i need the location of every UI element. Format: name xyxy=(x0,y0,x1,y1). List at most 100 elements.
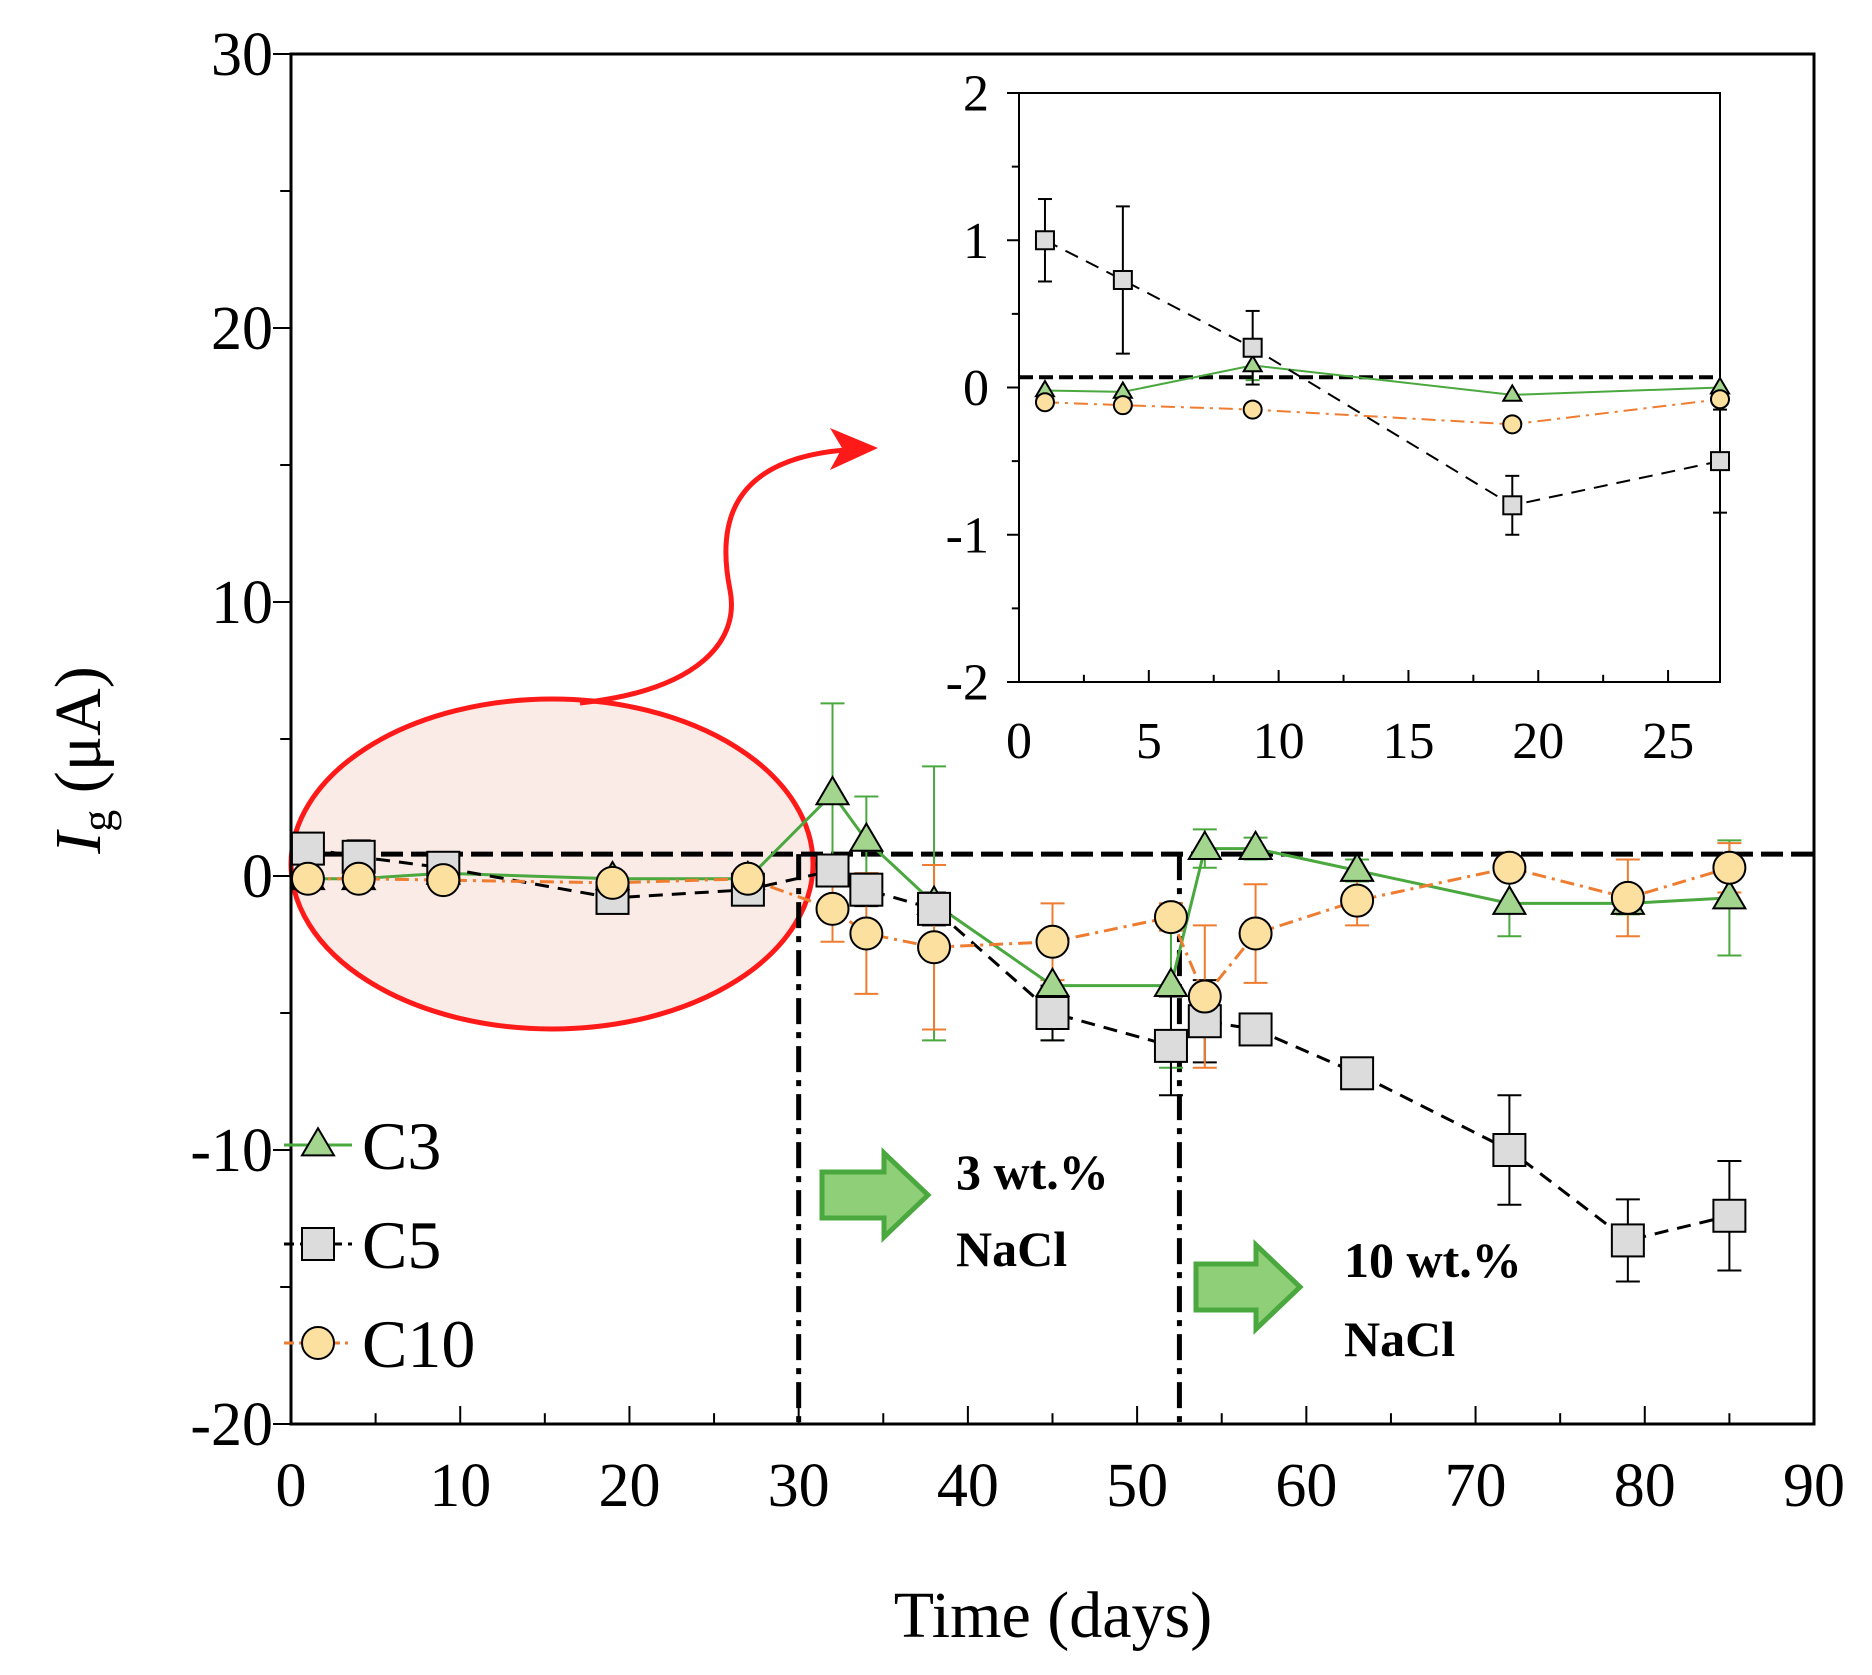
y-axis-title: Ig (μA) xyxy=(42,666,122,855)
main-c5-point xyxy=(1492,1133,1527,1167)
main-x-tick-label: 20 xyxy=(598,1452,660,1520)
main-x-tick-label: 0 xyxy=(276,1452,307,1520)
main-x-tick-label: 60 xyxy=(1275,1452,1337,1520)
main-y-tick-label: -10 xyxy=(190,1117,273,1185)
legend-c5-label: C5 xyxy=(362,1207,441,1283)
inset-y-tick-label: 0 xyxy=(963,360,989,417)
pointer-arrowhead xyxy=(830,428,878,470)
main-c5-point xyxy=(1712,1198,1747,1233)
inset-x-tick-label: 20 xyxy=(1512,713,1564,770)
inset-c3-point xyxy=(1241,353,1264,373)
main-c10-point xyxy=(1238,916,1273,951)
main-c3-point xyxy=(1153,966,1189,998)
main-c3-point xyxy=(1711,879,1748,910)
main-c5-point xyxy=(917,891,952,926)
main-x-tick-label: 30 xyxy=(768,1452,830,1520)
main-c10-point xyxy=(1610,880,1645,915)
legend-c3-marker xyxy=(300,1126,336,1157)
y-axis-title-unit: (μA) xyxy=(42,666,115,810)
main-y-tick-label: -20 xyxy=(190,1391,273,1459)
legend-c3-label: C3 xyxy=(362,1108,441,1184)
inset-plot: 0 5 10 15 20 25 -2 -1 0 1 2 xyxy=(946,66,1731,770)
main-y-tick-label: 10 xyxy=(211,569,273,637)
inset-x-tick-label: 5 xyxy=(1136,713,1162,770)
main-c10-point xyxy=(1712,850,1747,885)
main-y-tick-label: 30 xyxy=(211,21,273,89)
nacl3-arrow xyxy=(819,1147,932,1243)
inset-y-tick-label: -1 xyxy=(946,507,989,564)
main-x-tick-label: 40 xyxy=(937,1452,999,1520)
main-c10-point xyxy=(426,863,461,898)
main-c10-point xyxy=(917,930,952,965)
main-c5-point xyxy=(290,831,325,866)
nacl10-arrow xyxy=(1193,1239,1304,1335)
inset-c5-point xyxy=(1710,451,1730,472)
legend: C3 C5 C10 xyxy=(284,1108,475,1382)
main-c5-point xyxy=(815,853,850,888)
nacl10-label-line1: 10 wt.% xyxy=(1344,1232,1522,1288)
main-c3-point xyxy=(848,821,885,852)
y-axis-title-symbol: I xyxy=(42,829,115,855)
inset-x-tick-label: 15 xyxy=(1382,713,1434,770)
inset-x-tick-label: 25 xyxy=(1642,713,1694,770)
main-c10-point xyxy=(290,861,325,896)
inset-y-tick-label: 2 xyxy=(963,66,989,123)
pointer-curve xyxy=(579,447,846,706)
main-x-tick-label: 80 xyxy=(1614,1452,1676,1520)
main-c10-point xyxy=(730,861,765,896)
main-c10-point xyxy=(849,916,884,951)
inset-c10-point xyxy=(1112,395,1133,416)
inset-c5-point xyxy=(1502,495,1523,516)
main-c10-point xyxy=(1035,924,1070,959)
inset-x-tick-label: 0 xyxy=(1006,713,1032,770)
main-c10-line xyxy=(307,866,1730,1000)
main-c10-point xyxy=(815,891,850,926)
main-c10-point xyxy=(1492,850,1527,885)
inset-c10-point xyxy=(1034,392,1055,413)
main-c3-point xyxy=(1491,884,1528,915)
main-c10-point xyxy=(1340,883,1375,918)
main-c5-point xyxy=(1238,1012,1273,1047)
main-x-tick-label: 10 xyxy=(429,1452,491,1520)
legend-c10-label: C10 xyxy=(362,1306,475,1382)
inset-c10-point xyxy=(1710,389,1730,410)
main-y-tick-label: 20 xyxy=(211,295,273,363)
x-axis-title: Time (days) xyxy=(894,1579,1212,1652)
main-c3-point xyxy=(1237,829,1274,861)
nacl3-label-line2: NaCl xyxy=(956,1221,1067,1277)
inset-c3-point xyxy=(1501,383,1524,402)
zoom-annotation xyxy=(288,428,878,1032)
inset-c5-point xyxy=(1112,270,1133,291)
inset-c5-point xyxy=(1034,230,1055,251)
main-c10-point xyxy=(1153,900,1188,935)
legend-c5-marker xyxy=(301,1227,335,1261)
main-x-tick-label: 50 xyxy=(1106,1452,1168,1520)
inset-x-tick-label: 10 xyxy=(1253,713,1305,770)
inset-y-tick-label: 1 xyxy=(963,213,989,270)
main-c3-point xyxy=(1034,966,1071,998)
main-c10-point xyxy=(1187,979,1222,1014)
inset-y-tick-label: -2 xyxy=(946,655,989,712)
main-c5-point xyxy=(1610,1223,1645,1258)
legend-c10-marker xyxy=(301,1326,335,1360)
inset-plot-frame xyxy=(1018,92,1721,683)
main-c5-point xyxy=(849,872,884,907)
inset-c10-point xyxy=(1242,399,1263,420)
main-c3-point xyxy=(814,775,851,806)
main-y-tick-label: 0 xyxy=(242,843,273,911)
main-c3-point xyxy=(1339,851,1375,882)
nacl10-label-line2: NaCl xyxy=(1344,1311,1455,1367)
main-c3-point xyxy=(1187,829,1223,861)
main-c10-point xyxy=(341,861,376,896)
y-axis-title-subscript: g xyxy=(73,810,122,832)
main-c5-point xyxy=(1035,996,1070,1030)
main-x-tick-label: 90 xyxy=(1783,1452,1845,1520)
main-c5-line xyxy=(307,847,1730,1243)
inset-c5-point xyxy=(1242,337,1263,358)
nacl-annotations: 3 wt.% NaCl 10 wt.% NaCl xyxy=(819,1144,1522,1367)
main-c5-point xyxy=(1153,1028,1188,1063)
main-c10-point xyxy=(595,865,630,900)
main-x-tick-label: 70 xyxy=(1445,1452,1507,1520)
nacl3-label-line1: 3 wt.% xyxy=(956,1144,1109,1200)
